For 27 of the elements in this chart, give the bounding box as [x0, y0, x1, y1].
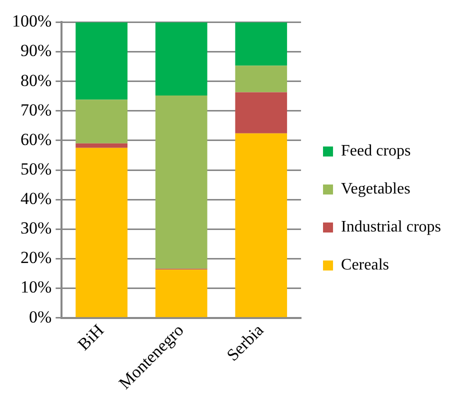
bar: [235, 66, 288, 92]
y-tick-label: 70%: [20, 100, 52, 120]
bar: [155, 96, 208, 269]
y-tick-label: 90%: [20, 41, 52, 60]
y-tick-label: 30%: [20, 218, 52, 238]
y-tick-label: 60%: [20, 130, 52, 149]
y-tick-label: 0%: [28, 307, 52, 326]
bar: [235, 22, 288, 66]
y-tick-label: 10%: [20, 278, 52, 297]
x-tick-label: BiH: [74, 320, 108, 354]
bar: [235, 133, 288, 318]
bar: [155, 270, 208, 318]
y-tick-label: 80%: [20, 70, 52, 90]
legend-label: Feed crops: [341, 142, 411, 160]
bar: [76, 100, 128, 144]
bar: [235, 92, 288, 134]
y-tick-label: 50%: [20, 159, 52, 178]
bar: [76, 148, 128, 318]
y-tick-label: 20%: [20, 248, 52, 268]
bar: [155, 22, 208, 96]
legend-label: Vegetables: [341, 180, 410, 198]
y-tick-label: 40%: [20, 189, 52, 208]
legend-label: Cereals: [341, 256, 390, 274]
bar: [76, 143, 128, 148]
legend-label: Industrial crops: [341, 218, 442, 236]
y-tick-label: 100%: [12, 12, 52, 31]
bar: [76, 22, 128, 100]
